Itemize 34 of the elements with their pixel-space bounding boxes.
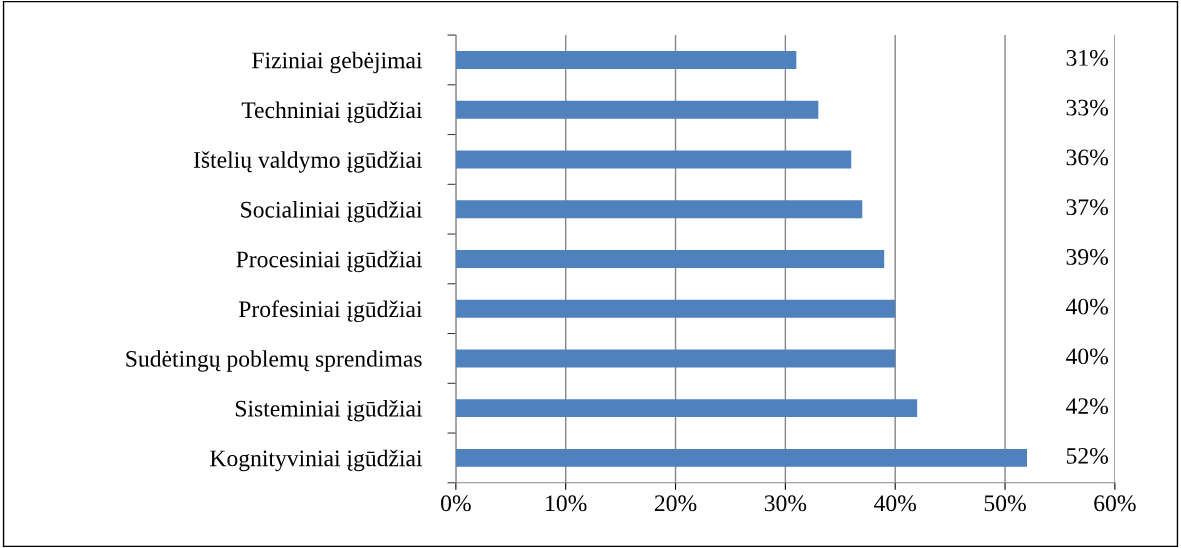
bar — [455, 100, 819, 119]
y-tick-label: Sisteminiai įgūdžiai — [235, 399, 423, 422]
bar — [455, 349, 896, 368]
bar — [455, 448, 1027, 467]
x-tick-label: 60% — [1094, 495, 1136, 512]
x-tick-label: 30% — [764, 495, 807, 512]
x-tick-label: 50% — [984, 495, 1026, 512]
x-tick-label: 20% — [654, 495, 697, 512]
y-tick-label: Socialiniai įgūdžiai — [241, 200, 423, 223]
y-tick-label: Sudėtingų poblemų sprendimas — [126, 350, 422, 372]
y-tick-label: Kognityviniai įgūdžiai — [210, 449, 423, 472]
bar — [455, 399, 918, 418]
data-label: 42% — [1066, 398, 1109, 415]
bar — [455, 150, 852, 169]
y-tick-label: Techniniai įgūdžiai — [241, 101, 423, 123]
data-label: 36% — [1066, 149, 1109, 166]
data-label: 39% — [1066, 248, 1109, 265]
x-tick-label: 40% — [874, 495, 917, 512]
data-label: 40% — [1066, 298, 1109, 315]
y-tick-label: Ištelių valdymo įgūdžiai — [193, 151, 423, 173]
bar — [455, 249, 885, 268]
data-label: 40% — [1066, 348, 1109, 365]
x-tick-label: 0% — [441, 495, 471, 512]
data-label: 31% — [1066, 49, 1109, 66]
y-tick-label: Profesiniai įgūdžiai — [238, 300, 423, 323]
y-tick-label: Procesiniai įgūdžiai — [236, 250, 423, 273]
data-label: 33% — [1066, 99, 1109, 116]
bar — [455, 200, 863, 219]
x-tick-label: 10% — [546, 495, 587, 512]
bar — [455, 299, 896, 318]
bar — [455, 50, 797, 69]
data-label: 52% — [1066, 447, 1109, 464]
y-tick-label: Fiziniai gebėjimai — [252, 51, 423, 74]
data-label: 37% — [1066, 199, 1109, 216]
